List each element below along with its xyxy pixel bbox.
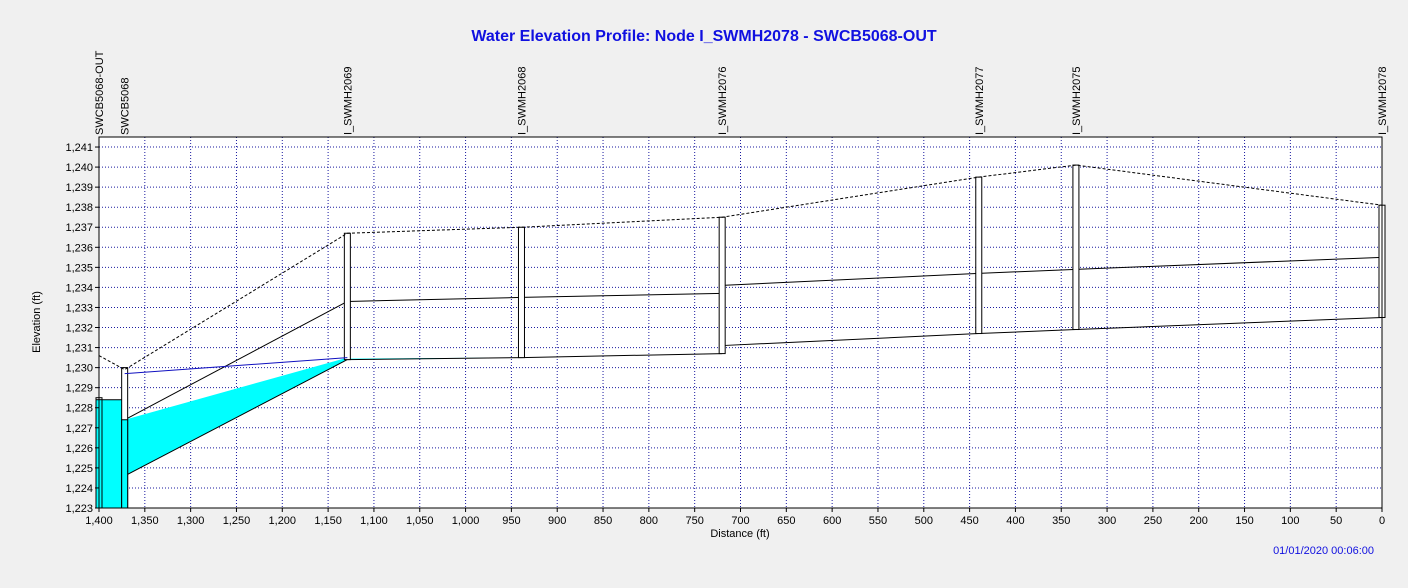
node-label: I_SWMH2068 bbox=[516, 67, 528, 135]
x-tick-label: 500 bbox=[915, 515, 933, 527]
x-tick-label: 250 bbox=[1144, 515, 1162, 527]
conduit-invert bbox=[521, 353, 723, 359]
x-tick-label: 350 bbox=[1052, 515, 1070, 527]
y-tick-label: 1,241 bbox=[65, 142, 93, 154]
manhole bbox=[975, 176, 983, 335]
x-tick-label: 950 bbox=[502, 515, 520, 527]
manhole-water bbox=[121, 419, 129, 509]
x-tick-label: 150 bbox=[1235, 515, 1253, 527]
conduit-crown bbox=[722, 272, 979, 286]
x-axis-label: Distance (ft) bbox=[710, 528, 769, 540]
y-tick-label: 1,234 bbox=[65, 282, 93, 294]
y-tick-label: 1,235 bbox=[65, 262, 93, 274]
node-label: I_SWMH2076 bbox=[717, 67, 729, 135]
y-tick-label: 1,232 bbox=[65, 323, 93, 335]
y-tick-label: 1,229 bbox=[65, 383, 93, 395]
x-tick-label: 650 bbox=[777, 515, 795, 527]
x-tick-label: 750 bbox=[685, 515, 703, 527]
y-axis-label: Elevation (ft) bbox=[31, 291, 43, 353]
y-tick-label: 1,230 bbox=[65, 363, 93, 375]
y-tick-label: 1,237 bbox=[65, 222, 93, 234]
x-tick-label: 1,200 bbox=[269, 515, 297, 527]
y-tick-label: 1,233 bbox=[65, 302, 93, 314]
ground-line bbox=[98, 164, 1383, 371]
x-tick-label: 1,400 bbox=[85, 515, 113, 527]
x-tick-label: 900 bbox=[548, 515, 566, 527]
conduit-crown bbox=[347, 296, 522, 302]
x-tick-label: 200 bbox=[1190, 515, 1208, 527]
x-tick-label: 50 bbox=[1330, 515, 1342, 527]
x-tick-label: 800 bbox=[640, 515, 658, 527]
node-labels: SWCB5068-OUT SWCB5068 I_SWMH2069 I_SWMH2068… bbox=[94, 50, 1389, 135]
x-tick-label: 100 bbox=[1281, 515, 1299, 527]
y-tick-label: 1,225 bbox=[65, 463, 93, 475]
conduit-invert bbox=[1075, 316, 1383, 331]
y-tick-label: 1,228 bbox=[65, 403, 93, 415]
conduit-crown bbox=[521, 292, 723, 298]
conduit-invert bbox=[722, 333, 979, 347]
y-tick-label: 1,239 bbox=[65, 182, 93, 194]
conduit-crown bbox=[1075, 256, 1383, 270]
node-label: I_SWMH2077 bbox=[974, 67, 986, 135]
grid bbox=[99, 137, 1382, 508]
x-tick-label: 450 bbox=[960, 515, 978, 527]
x-tick-label: 850 bbox=[594, 515, 612, 527]
x-tick-label: 1,250 bbox=[223, 515, 251, 527]
timestamp: 01/01/2020 00:06:00 bbox=[1273, 545, 1374, 557]
manhole bbox=[343, 232, 351, 361]
conduit-invert bbox=[978, 329, 1076, 335]
x-tick-label: 700 bbox=[731, 515, 749, 527]
conduit-crown bbox=[978, 268, 1076, 274]
x-tick-label: 1,100 bbox=[360, 515, 388, 527]
x-tick-label: 550 bbox=[869, 515, 887, 527]
manhole bbox=[718, 216, 726, 355]
node-label: I_SWMH2078 bbox=[1377, 67, 1389, 135]
x-axis: 1,400 1,350 1,300 1,250 1,200 1,150 1,100 1,050… bbox=[85, 508, 1385, 527]
y-tick-label: 1,231 bbox=[65, 343, 93, 355]
y-tick-label: 1,226 bbox=[65, 443, 93, 455]
hydraulic-grade-line bbox=[124, 357, 348, 375]
x-tick-label: 1,350 bbox=[131, 515, 159, 527]
chart-title: Water Elevation Profile: Node I_SWMH2078… bbox=[471, 28, 937, 45]
node-label: I_SWMH2069 bbox=[342, 67, 354, 135]
node-label: I_SWMH2075 bbox=[1071, 67, 1083, 135]
x-tick-label: 1,000 bbox=[452, 515, 480, 527]
x-tick-label: 300 bbox=[1098, 515, 1116, 527]
x-tick-label: 600 bbox=[823, 515, 841, 527]
y-tick-label: 1,223 bbox=[65, 503, 93, 515]
y-tick-label: 1,224 bbox=[65, 483, 93, 495]
y-tick-label: 1,236 bbox=[65, 242, 93, 254]
manhole bbox=[517, 226, 525, 359]
y-axis: 1,223 1,224 1,225 1,226 1,227 1,228 1,229 1,230… bbox=[65, 142, 99, 515]
node-label: SWCB5068 bbox=[120, 78, 132, 135]
x-tick-label: 0 bbox=[1379, 515, 1385, 527]
x-tick-label: 400 bbox=[1006, 515, 1024, 527]
water-area bbox=[99, 399, 125, 508]
conduit-invert bbox=[347, 357, 522, 361]
conduit-invert bbox=[124, 359, 348, 477]
node-label: SWCB5068-OUT bbox=[94, 50, 106, 135]
y-tick-label: 1,227 bbox=[65, 423, 93, 435]
x-tick-label: 1,150 bbox=[314, 515, 342, 527]
y-tick-label: 1,240 bbox=[65, 162, 93, 174]
conduit-crown bbox=[124, 301, 348, 421]
y-tick-label: 1,238 bbox=[65, 202, 93, 214]
profile-lines bbox=[98, 164, 1383, 375]
x-tick-label: 1,050 bbox=[406, 515, 434, 527]
manhole bbox=[1072, 164, 1080, 331]
x-tick-label: 1,300 bbox=[177, 515, 205, 527]
